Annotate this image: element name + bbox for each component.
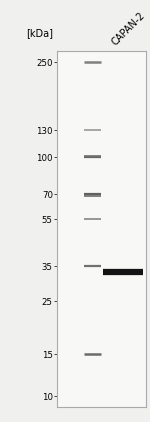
Text: CAPAN-2: CAPAN-2 <box>110 10 147 47</box>
Text: [kDa]: [kDa] <box>26 28 53 38</box>
